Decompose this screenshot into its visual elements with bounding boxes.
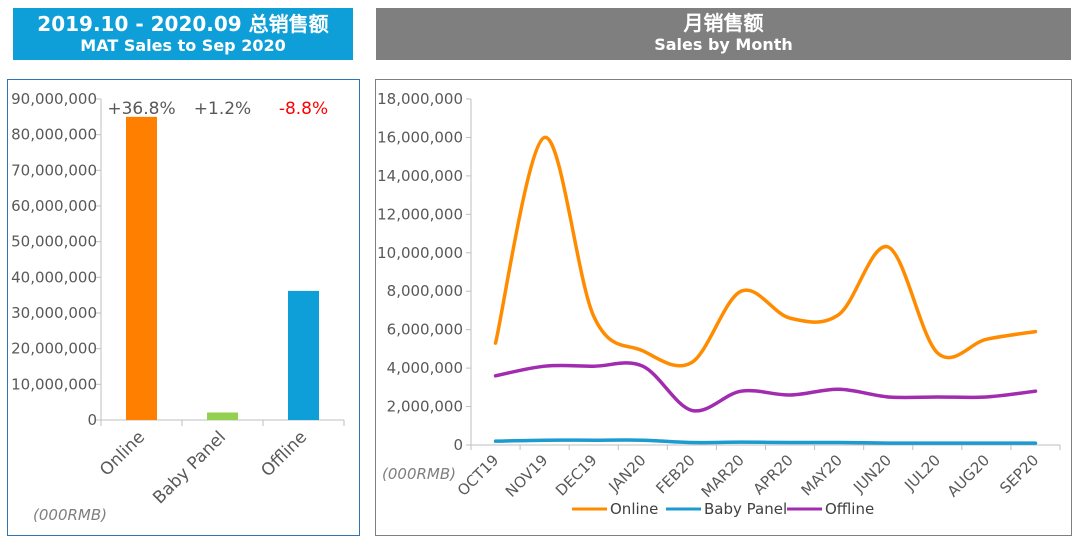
y-tick-label: 10,000,000 [11,375,97,393]
bar-offline [288,290,319,420]
growth-label: +36.8% [107,99,175,119]
x-tick-label: JUN20 [849,451,895,497]
x-tick-label: APR20 [750,451,797,498]
line-series-online [493,135,1038,368]
x-tick-label: JAN20 [605,451,650,496]
y-tick-label: 60,000,000 [11,197,97,215]
y-tick-label: 8,000,000 [387,282,463,300]
mat-sales-subtitle: MAT Sales to Sep 2020 [80,36,286,55]
x-tick-label: NOV19 [502,451,552,501]
monthly-line-chart: 0 2,000,000 4,000,000 6,000,000 8,000,000 10,… [377,90,1061,518]
x-tick-label: FEB20 [652,451,698,497]
mat-bar-chart: 0 10,000,000 20,000,000 30,000,000 40,000,00… [11,90,345,524]
y-tick-label: 10,000,000 [377,244,463,262]
monthly-sales-banner: 月销售额 Sales by Month [376,8,1071,60]
y-tick-label: 90,000,000 [11,90,97,108]
y-tick-label: 12,000,000 [377,205,463,223]
category-label: Offline [257,427,311,481]
legend-label: Online [610,500,658,518]
x-tick-label: DEC19 [552,451,601,500]
mat-sales-banner: 2019.10 - 2020.09 总销售额 MAT Sales to Sep … [13,8,353,60]
y-tick-label: 2,000,000 [387,398,463,416]
monthly-sales-subtitle: Sales by Month [654,35,793,54]
y-tick-label: 0 [453,436,463,454]
bar-baby-panel [207,412,238,420]
y-tick-label: 20,000,000 [11,340,97,358]
y-tick-label: 40,000,000 [11,268,97,286]
mat-sales-title: 2019.10 - 2020.09 总销售额 [37,12,329,36]
x-tick-label: OCT19 [454,451,502,499]
unit-label: (000RMB) [33,506,107,524]
y-tick-label: 14,000,000 [377,167,463,185]
monthly-line-chart-panel: 0 2,000,000 4,000,000 6,000,000 8,000,000 10,… [375,79,1072,536]
y-tick-label: 70,000,000 [11,161,97,179]
x-tick-label: MAR20 [698,451,748,501]
category-label: Baby Panel [149,427,230,508]
x-tick-label: JUL20 [900,451,944,495]
category-label: Online [96,427,149,480]
y-tick-label: 80,000,000 [11,126,97,144]
y-tick-label: 6,000,000 [387,321,463,339]
line-series-baby-panel [493,438,1038,445]
y-tick-label: 16,000,000 [377,128,463,146]
growth-label: -8.8% [279,99,328,119]
monthly-sales-title: 月销售额 [683,11,764,35]
line-series-offline [493,361,1038,413]
x-tick-label: SEP20 [996,451,1042,497]
y-tick-label: 18,000,000 [377,90,463,108]
y-tick-label: 4,000,000 [387,359,463,377]
x-tick-label: MAY20 [798,451,846,499]
y-tick-label: 0 [87,411,97,429]
mat-bar-chart-panel: 0 10,000,000 20,000,000 30,000,000 40,000,00… [7,79,360,536]
unit-label: (000RMB) [382,465,456,483]
x-tick-label: AUG20 [944,451,993,500]
legend-label: Baby Panel [704,500,787,518]
y-tick-label: 30,000,000 [11,304,97,322]
growth-label: +1.2% [194,99,251,119]
legend-label: Offline [825,500,874,518]
bar-online [126,116,157,421]
y-tick-label: 50,000,000 [11,233,97,251]
